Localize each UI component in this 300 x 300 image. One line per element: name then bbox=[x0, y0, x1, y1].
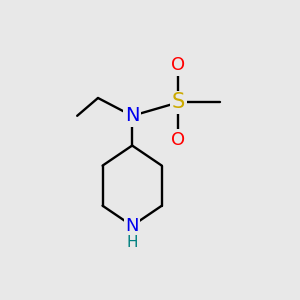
Text: O: O bbox=[171, 56, 185, 74]
Text: S: S bbox=[172, 92, 185, 112]
Text: N: N bbox=[125, 217, 139, 235]
Text: N: N bbox=[125, 106, 140, 125]
Text: H: H bbox=[126, 235, 138, 250]
Text: O: O bbox=[171, 130, 185, 148]
